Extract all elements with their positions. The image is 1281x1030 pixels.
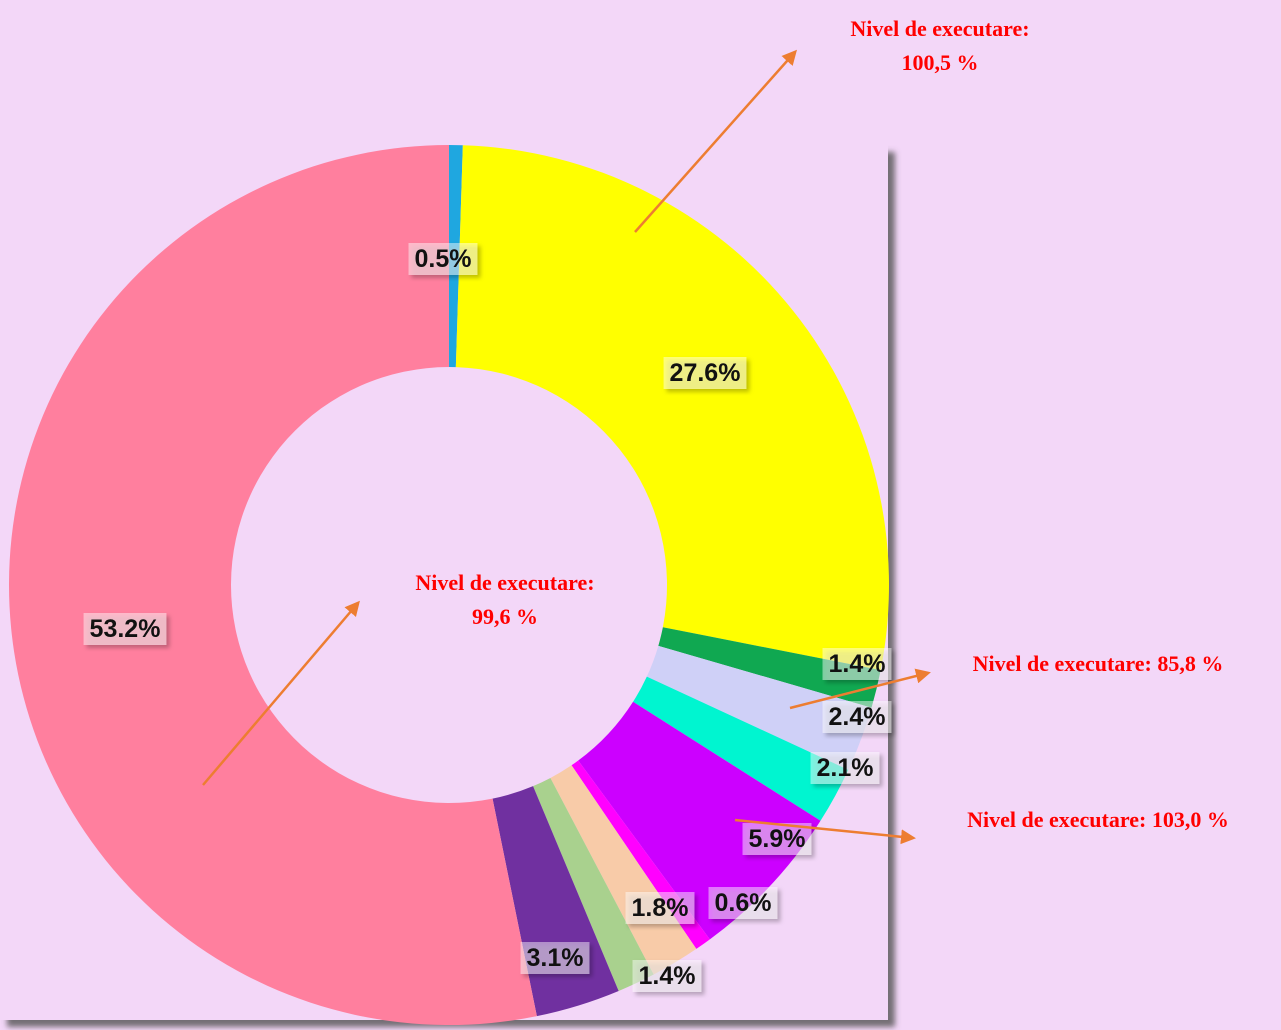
label-box: [708, 887, 778, 919]
arrow: [634, 49, 797, 233]
data-label: 27.6%: [663, 357, 747, 389]
label-box: [822, 648, 892, 680]
data-label: 1.4%: [632, 960, 702, 992]
label-text: 1.8%: [632, 894, 689, 922]
data-label: 2.1%: [810, 752, 880, 784]
slice: [658, 627, 881, 708]
slice: [455, 145, 889, 671]
annotation: Nivel de executare:: [415, 570, 594, 595]
label-text: 27.6%: [670, 359, 741, 387]
arrow: [734, 818, 916, 845]
annotation: 99,6 %: [472, 604, 538, 629]
label-text: 1.4%: [639, 962, 696, 990]
label-box: [632, 960, 702, 992]
slice: [533, 777, 654, 991]
data-label: 5.9%: [742, 823, 812, 855]
data-label: 1.4%: [822, 648, 892, 680]
annotations: Nivel de executare: 100,5 % Nivel de execu…: [415, 16, 1228, 832]
annotation: Nivel de executare: 85,8 %: [973, 651, 1224, 676]
arrow: [789, 668, 931, 710]
data-label: 0.5%: [408, 243, 478, 275]
label-text: 2.4%: [829, 703, 886, 731]
label-box: [83, 613, 167, 645]
label-box: [408, 243, 478, 275]
data-label: 3.1%: [520, 942, 590, 974]
label-text: 2.1%: [817, 754, 874, 782]
data-label: 53.2%: [83, 613, 167, 645]
slice: [578, 701, 821, 940]
annotation: Nivel de executare:: [850, 16, 1029, 41]
label-text: 1.4%: [829, 650, 886, 678]
label-box: [810, 752, 880, 784]
arrow: [202, 600, 360, 786]
label-text: 5.9%: [749, 825, 806, 853]
label-text: 0.5%: [415, 245, 472, 273]
arrows: [202, 49, 931, 845]
slice: [646, 645, 872, 770]
label-box: [663, 357, 747, 389]
label-box: [520, 942, 590, 974]
data-label: 2.4%: [822, 701, 892, 733]
annotation: 100,5 %: [902, 50, 979, 75]
label-box: [742, 823, 812, 855]
label-box: [625, 892, 695, 924]
label-text: 0.6%: [715, 889, 772, 917]
label-text: 3.1%: [527, 944, 584, 972]
labels: 0.5% 27.6% 1.4% 2.4% 2.1% 5.9% 0.6% 1.8% 1.4% 3.1…: [83, 243, 892, 992]
data-label: 0.6%: [708, 887, 778, 919]
label-text: 53.2%: [90, 615, 161, 643]
label-box: [822, 701, 892, 733]
slice: [8, 145, 537, 1025]
annotation: Nivel de executare: 103,0 %: [967, 807, 1229, 832]
slice: [633, 676, 849, 821]
data-label: 1.8%: [625, 892, 695, 924]
